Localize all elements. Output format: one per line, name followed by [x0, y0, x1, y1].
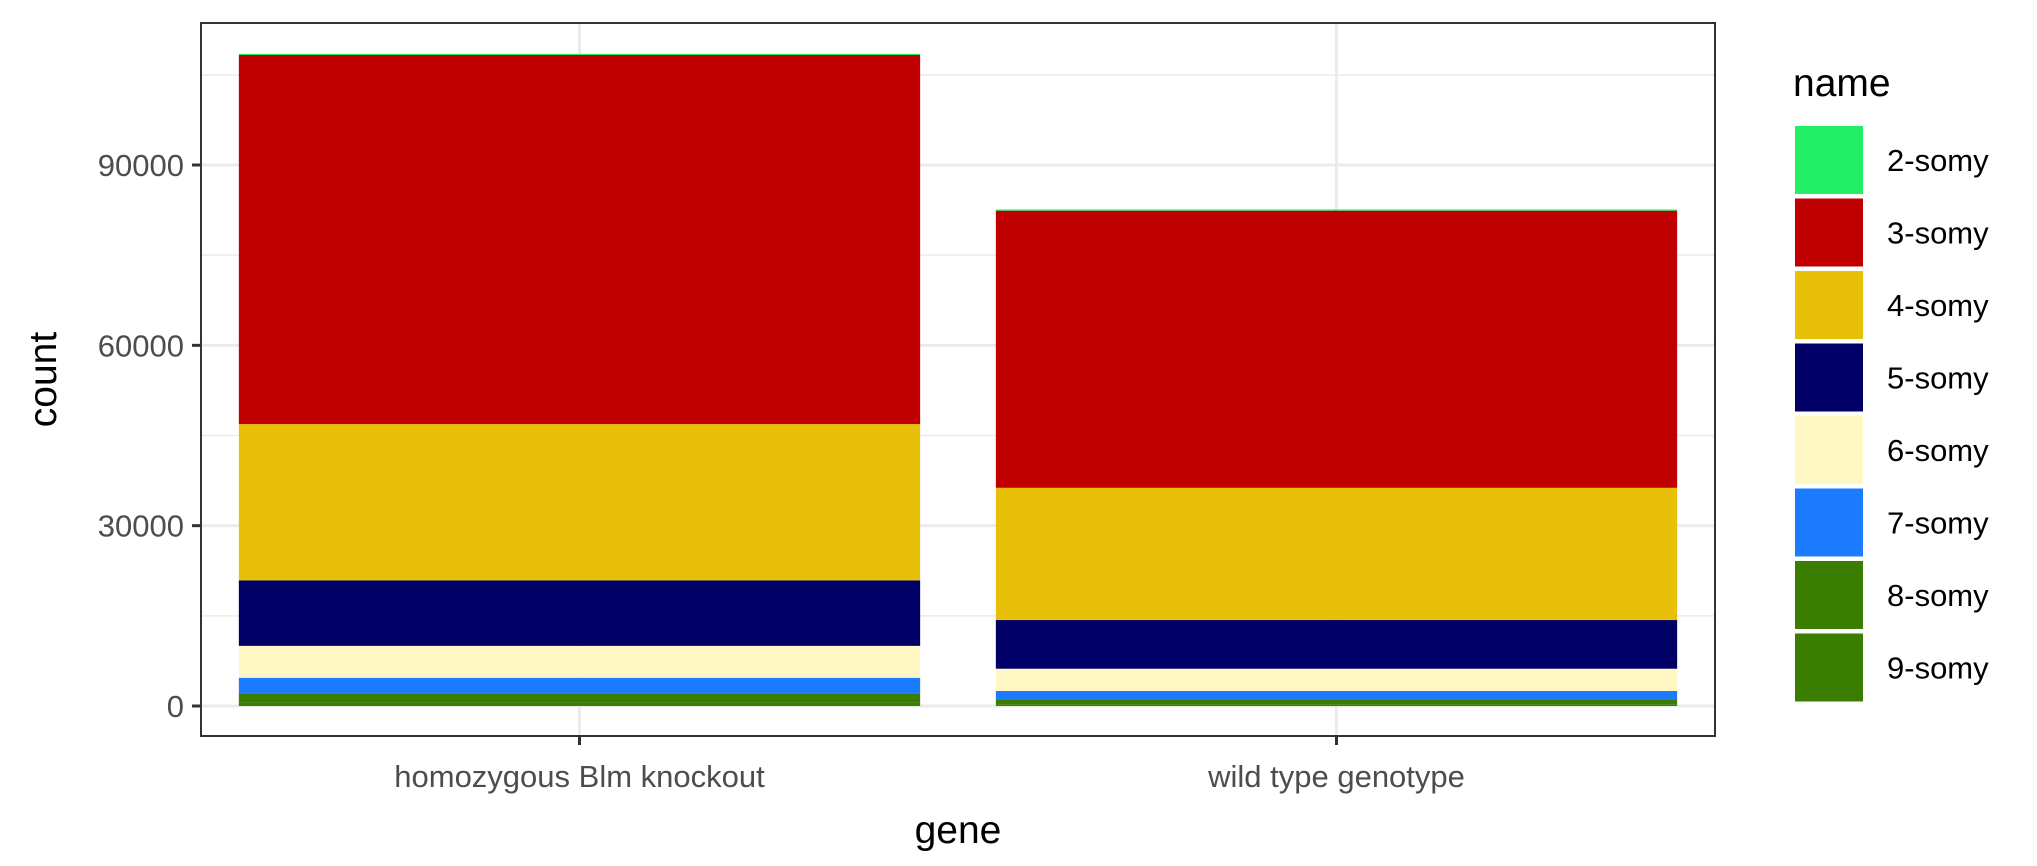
bar-segment-5-somy [995, 620, 1678, 669]
bar-segment-4-somy [995, 487, 1678, 621]
plot-panel-border [200, 22, 1716, 737]
y-tick-label: 60000 [98, 328, 184, 363]
legend-key-9-somy [1795, 633, 1863, 702]
y-axis-title: count [22, 332, 65, 428]
legend-label: 5-somy [1887, 361, 1989, 396]
bar-segment-4-somy [238, 424, 921, 581]
legend-key-7-somy [1795, 488, 1863, 557]
legend-label: 9-somy [1887, 651, 1989, 686]
y-tick-label: 0 [167, 689, 184, 724]
x-tick-label: wild type genotype [1207, 759, 1465, 794]
bar-segment-5-somy [238, 580, 921, 646]
legend-key-5-somy [1795, 343, 1863, 412]
legend-label: 4-somy [1887, 288, 1989, 323]
legend-key-6-somy [1795, 416, 1863, 484]
legend-label: 7-somy [1887, 506, 1989, 541]
legend-label: 8-somy [1887, 578, 1989, 613]
bar-segment-3-somy [995, 210, 1678, 488]
legend-label: 2-somy [1887, 143, 1989, 178]
bar-segment-8-somy [238, 693, 921, 703]
y-tick-label: 30000 [98, 509, 184, 544]
legend-key-2-somy [1795, 126, 1863, 194]
legend-key-4-somy [1795, 271, 1863, 339]
bar-segment-8-somy [995, 699, 1678, 705]
y-axis: 0 30000 60000 90000 [98, 148, 201, 724]
x-axis-title: gene [915, 809, 1002, 852]
bar-segment-2-somy [995, 209, 1678, 211]
bar-segment-7-somy [995, 690, 1678, 700]
bar-segment-7-somy [238, 677, 921, 694]
legend-key-8-somy [1795, 561, 1863, 629]
legend-key-3-somy [1795, 198, 1863, 267]
bar-segment-6-somy [238, 645, 921, 678]
bar-segment-9-somy [238, 702, 921, 706]
bars [238, 53, 1678, 706]
legend-label: 3-somy [1887, 216, 1989, 251]
y-tick-label: 90000 [98, 148, 184, 183]
legend-label: 6-somy [1887, 433, 1989, 468]
x-axis: homozygous Blm knockout wild type genotyp… [394, 736, 1465, 794]
legend: name 2-somy 3-somy 4-somy 5-somy 6-somy 7-som… [1793, 62, 1989, 702]
bar-segment-6-somy [995, 668, 1678, 691]
bar-segment-2-somy [238, 53, 921, 55]
bar-segment-9-somy [995, 704, 1678, 706]
x-tick-label: homozygous Blm knockout [394, 759, 765, 794]
legend-title: name [1793, 62, 1891, 105]
bar-segment-3-somy [238, 54, 921, 425]
